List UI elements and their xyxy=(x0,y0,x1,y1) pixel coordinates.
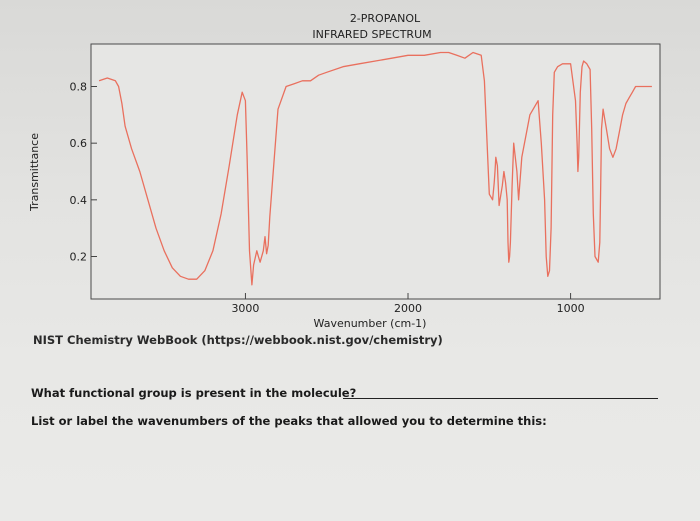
x-tick-label: 1000 xyxy=(557,302,585,315)
x-tick-label: 3000 xyxy=(231,302,259,315)
y-axis-ticks: 0.2 0.4 0.6 0.8 xyxy=(70,81,97,264)
chart-title-line-2: INFRARED SPECTRUM xyxy=(312,28,431,41)
answer-line[interactable] xyxy=(343,398,658,399)
y-tick-label: 0.2 xyxy=(70,251,88,264)
question-functional-group: What functional group is present in the … xyxy=(31,386,357,400)
y-tick-label: 0.4 xyxy=(70,194,88,207)
spectrum-line xyxy=(98,51,652,286)
y-tick-label: 0.8 xyxy=(70,81,88,94)
source-citation: NIST Chemistry WebBook (https://webbook.… xyxy=(33,333,443,347)
x-axis-label: Wavenumber (cm-1) xyxy=(314,317,427,330)
y-axis-label: Transmittance xyxy=(28,133,41,212)
x-axis-ticks: 3000 2000 1000 xyxy=(231,293,585,315)
x-tick-label: 2000 xyxy=(394,302,422,315)
question-peak-wavenumbers: List or label the wavenumbers of the pea… xyxy=(31,414,547,428)
chart-title-line-1: 2-PROPANOL xyxy=(350,12,421,25)
plot-area xyxy=(90,43,661,300)
spectrum-series xyxy=(98,51,652,286)
y-tick-label: 0.6 xyxy=(70,137,88,150)
